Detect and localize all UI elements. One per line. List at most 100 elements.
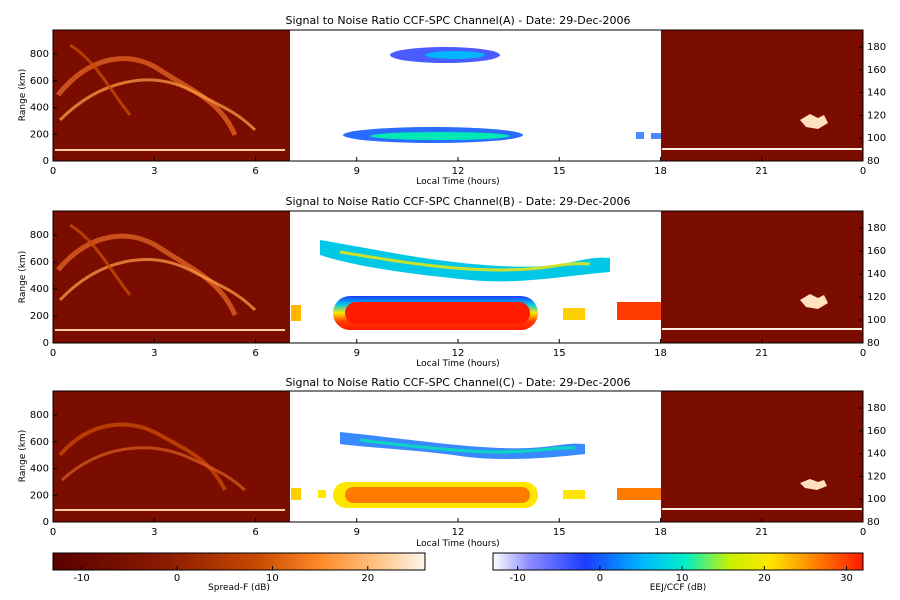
colorbar-tick-label: -10: [73, 573, 89, 584]
y-tick-label: 400: [30, 103, 49, 114]
panel-a-echo-late-2: [651, 133, 661, 139]
panel-b-echo-upper-band-core: [339, 250, 591, 272]
y-right-tick-label: 100: [867, 133, 886, 144]
panel-b-ylabel: Range (km): [18, 251, 28, 303]
panel-c: Signal to Noise Ratio CCF-SPC Channel(C)…: [18, 376, 886, 549]
y-right-tick-label: 140: [867, 449, 886, 460]
panel-a-night-left: [53, 30, 290, 161]
x-tick-label: 3: [151, 527, 157, 538]
x-tick-label: 21: [755, 166, 768, 177]
y-right-tick-label: 160: [867, 246, 886, 257]
x-tick-label: 3: [151, 166, 157, 177]
panel-c-spreadf-structure-2: [60, 446, 246, 492]
x-tick-label: 0: [860, 348, 866, 359]
panel-b-title: Signal to Noise Ratio CCF-SPC Channel(B)…: [286, 195, 631, 208]
colorbar-tick-label: 10: [266, 573, 279, 584]
colorbar-tick-label: 20: [361, 573, 374, 584]
panel-c-echo-early-2: [318, 490, 326, 498]
panel-c-echo-late: [617, 488, 661, 500]
colorbar-tick-label: 20: [758, 573, 771, 584]
y-tick-label: 200: [30, 311, 49, 322]
y-right-tick-label: 100: [867, 315, 886, 326]
panel-c-echo-early: [291, 488, 301, 500]
panel-a-ylabel: Range (km): [18, 69, 28, 121]
panel-c-echo-lower-core: [345, 487, 530, 503]
panel-b-ticks: 0 3 6 9 12 15 18 21 0020040060080080100120140160…: [30, 223, 886, 359]
y-right-tick-label: 140: [867, 269, 886, 280]
y-tick-label: 200: [30, 129, 49, 140]
y-right-tick-label: 160: [867, 426, 886, 437]
y-tick-label: 0: [43, 517, 49, 528]
x-tick-label: 0: [860, 527, 866, 538]
x-tick-label: 15: [553, 527, 566, 538]
x-tick-label: 9: [354, 527, 360, 538]
colorbar-spreadf-label: Spread-F (dB): [208, 583, 270, 593]
x-tick-label: 12: [452, 348, 465, 359]
colorbar-eej-label: EEJ/CCF (dB): [650, 583, 707, 593]
panel-c-right-echo: [800, 479, 827, 490]
x-tick-label: 0: [50, 527, 56, 538]
x-tick-label: 21: [755, 348, 768, 359]
panel-a-echo-upper-core: [425, 51, 485, 59]
colorbar-tick-label: 0: [597, 573, 603, 584]
panel-b-night-left: [53, 211, 290, 343]
panel-b-echo-early: [291, 305, 301, 321]
colorbar-tick-label: 0: [174, 573, 180, 584]
colorbar-tick-label: 10: [676, 573, 689, 584]
panel-a-echo-lower-core: [370, 132, 510, 140]
panel-a-spreadf-structure-3: [69, 43, 132, 116]
y-tick-label: 400: [30, 464, 49, 475]
y-tick-label: 800: [30, 230, 49, 241]
y-right-tick-label: 80: [867, 338, 880, 349]
panel-b-spreadf-structure: [56, 233, 238, 317]
panel-b-spreadf-structure-3: [69, 223, 132, 296]
y-right-tick-label: 180: [867, 42, 886, 53]
y-tick-label: 800: [30, 49, 49, 60]
panel-c-ylabel: Range (km): [18, 430, 28, 482]
x-tick-label: 15: [553, 166, 566, 177]
y-right-tick-label: 120: [867, 471, 886, 482]
y-right-tick-label: 80: [867, 156, 880, 167]
panel-b-echo-mid: [563, 308, 585, 320]
y-right-tick-label: 160: [867, 65, 886, 76]
x-tick-label: 18: [654, 166, 667, 177]
y-tick-label: 0: [43, 338, 49, 349]
panel-a-right-echo: [800, 114, 828, 129]
panel-c-night-left: [53, 391, 290, 522]
x-tick-label: 9: [354, 348, 360, 359]
panel-b: Signal to Noise Ratio CCF-SPC Channel(B)…: [18, 195, 886, 369]
panel-a-night-right: [661, 30, 863, 161]
panel-b-xlabel: Local Time (hours): [416, 359, 499, 369]
x-tick-label: 0: [50, 166, 56, 177]
panel-a-echo-late: [636, 132, 644, 139]
x-tick-label: 18: [654, 348, 667, 359]
panel-b-echo-late: [617, 302, 661, 320]
panel-b-echo-lower-core: [345, 302, 530, 324]
panel-c-ticks: 0 3 6 9 12 15 18 21 0020040060080080100120140160…: [30, 403, 886, 538]
panel-a-spreadf-structure-2: [58, 78, 257, 132]
y-right-tick-label: 80: [867, 517, 880, 528]
colorbar-eej-gradient: [492, 552, 864, 571]
x-tick-label: 9: [354, 166, 360, 177]
y-tick-label: 800: [30, 410, 49, 421]
colorbar-eej-ticks: -10 0 10 20 30: [509, 566, 853, 584]
y-tick-label: 600: [30, 76, 49, 87]
panel-b-night-right: [661, 211, 863, 343]
colorbar-tick-label: 30: [840, 573, 853, 584]
y-right-tick-label: 180: [867, 403, 886, 414]
panel-a-spreadf-structure: [56, 56, 238, 137]
x-tick-label: 12: [452, 527, 465, 538]
x-tick-label: 18: [654, 527, 667, 538]
x-tick-label: 0: [860, 166, 866, 177]
x-tick-label: 6: [252, 166, 258, 177]
y-tick-label: 600: [30, 257, 49, 268]
x-tick-label: 12: [452, 166, 465, 177]
colorbar-tick-label: -10: [509, 573, 525, 584]
colorbar-spreadf: Spread-F (dB) -10 0 10 20: [52, 552, 426, 593]
panel-c-echo-upper-band: [340, 432, 585, 460]
panel-a-xlabel: Local Time (hours): [416, 177, 499, 187]
panel-c-xlabel: Local Time (hours): [416, 539, 499, 549]
panel-c-echo-mid: [563, 490, 585, 499]
panel-c-echo-upper-band-core: [359, 438, 576, 454]
y-right-tick-label: 180: [867, 223, 886, 234]
